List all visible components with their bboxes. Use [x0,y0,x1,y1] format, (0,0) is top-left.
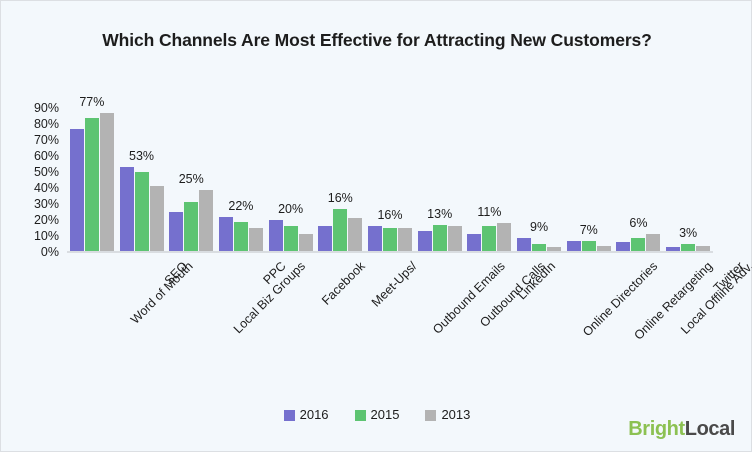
bar-2016 [666,247,681,252]
bar-2013 [298,234,313,252]
y-axis-tick: 50% [33,165,59,179]
y-axis-tick: 80% [33,117,59,131]
legend-swatch-icon [354,409,366,421]
bar-2013 [547,247,562,252]
bar-value-label: 22% [228,198,254,213]
bar-2015 [681,244,696,252]
y-axis-tick: 10% [33,229,59,243]
bar-2013 [596,245,611,252]
bar-value-label: 11% [477,205,502,220]
bar-2013 [447,226,462,252]
bar-2015 [333,208,348,252]
bar-2016 [517,237,532,252]
bar-2016 [169,212,184,252]
legend-label: 2015 [370,407,400,422]
legend-swatch-icon [425,409,437,421]
bar-2013 [696,245,711,252]
bar-value-label: 13% [427,206,453,221]
bar-group [216,108,266,252]
bar-2015 [482,226,497,252]
bar-2015 [631,237,646,252]
bar-2016 [119,167,134,252]
chart-title: Which Channels Are Most Effective for At… [102,30,652,50]
bar-2016 [218,216,233,252]
y-axis-tick: 60% [33,149,59,163]
bar-2016 [367,226,382,252]
bar-group [564,108,614,252]
y-axis-tick: 70% [33,133,59,147]
bar-2013 [99,112,114,252]
bar-2016 [69,128,84,252]
plot-area: 77% 53% 25% 22% 20% 16% 16% 13% 11% 9% 7% 6% 3% [67,95,713,252]
legend-label: 2016 [299,407,329,422]
x-axis-label: Facebook [318,259,368,308]
bar-value-label: 25% [178,171,204,186]
bar-group [465,108,515,252]
bar-2013 [248,228,263,252]
bar-value-label: 16% [327,190,353,205]
bar-group [365,108,415,252]
bar-group [614,108,664,252]
bar-2015 [382,228,397,252]
x-axis-label: Outbound Emails [430,259,508,337]
bar-value-label: 6% [629,216,648,231]
bar-2016 [417,231,432,252]
y-axis-tick: 40% [33,181,59,195]
bar-value-label: 9% [530,219,549,234]
y-axis-tick: 20% [33,213,59,227]
logo-local-text: Local [684,418,736,440]
bar-2013 [149,186,164,252]
bar-2016 [318,226,333,252]
bar-group [266,108,316,252]
bar-2015 [134,172,149,252]
bar-2013 [199,189,214,252]
logo-bright-text: Bright [628,418,685,440]
bar-2015 [184,202,199,252]
bar-group [514,108,564,252]
axis-baseline [67,251,713,253]
legend-item-2016[interactable]: 2016 [283,407,329,422]
bar-group [663,108,713,252]
legend-item-2013[interactable]: 2013 [425,408,470,422]
legend-label: 2013 [441,407,471,422]
y-axis-tick: 30% [33,197,59,211]
bar-group [67,108,117,252]
y-axis: 90% 80% 70% 60% 50% 40% 30% 20% 10% 0% [11,101,63,259]
bar-value-label: 53% [129,149,155,164]
chart-legend: 2016 2015 2013 [1,408,752,422]
legend-swatch-icon [283,409,295,421]
bar-2015 [432,224,447,252]
bar-2016 [566,240,581,252]
bar-2015 [233,221,248,252]
bar-2016 [268,220,283,252]
bar-2015 [532,244,547,252]
bar-value-label: 3% [679,226,698,240]
bar-value-label: 20% [278,202,304,216]
bar-group [315,108,365,252]
bar-2013 [497,223,512,252]
bar-2015 [84,117,99,252]
bar-group [415,108,465,252]
brightlocal-logo: BrightLocal [628,418,735,440]
bar-2015 [581,240,596,252]
y-axis-tick: 0% [40,245,59,259]
x-axis-label: Meet-Ups/ [369,259,420,310]
bar-value-label: 16% [377,208,403,223]
legend-item-2015[interactable]: 2015 [354,407,400,422]
bar-2013 [348,218,363,252]
bar-2016 [467,234,482,252]
bar-2015 [283,226,298,252]
bar-2013 [397,228,412,252]
x-axis: Word of Mouth SEO Local Biz Groups PPC Faceb… [1,253,752,363]
bar-2016 [616,242,631,252]
bar-value-label: 77% [79,94,105,109]
bar-2013 [646,234,661,252]
bar-group [166,108,216,252]
y-axis-tick: 90% [33,101,59,115]
bar-value-label: 7% [579,222,598,237]
bar-group [117,108,167,252]
